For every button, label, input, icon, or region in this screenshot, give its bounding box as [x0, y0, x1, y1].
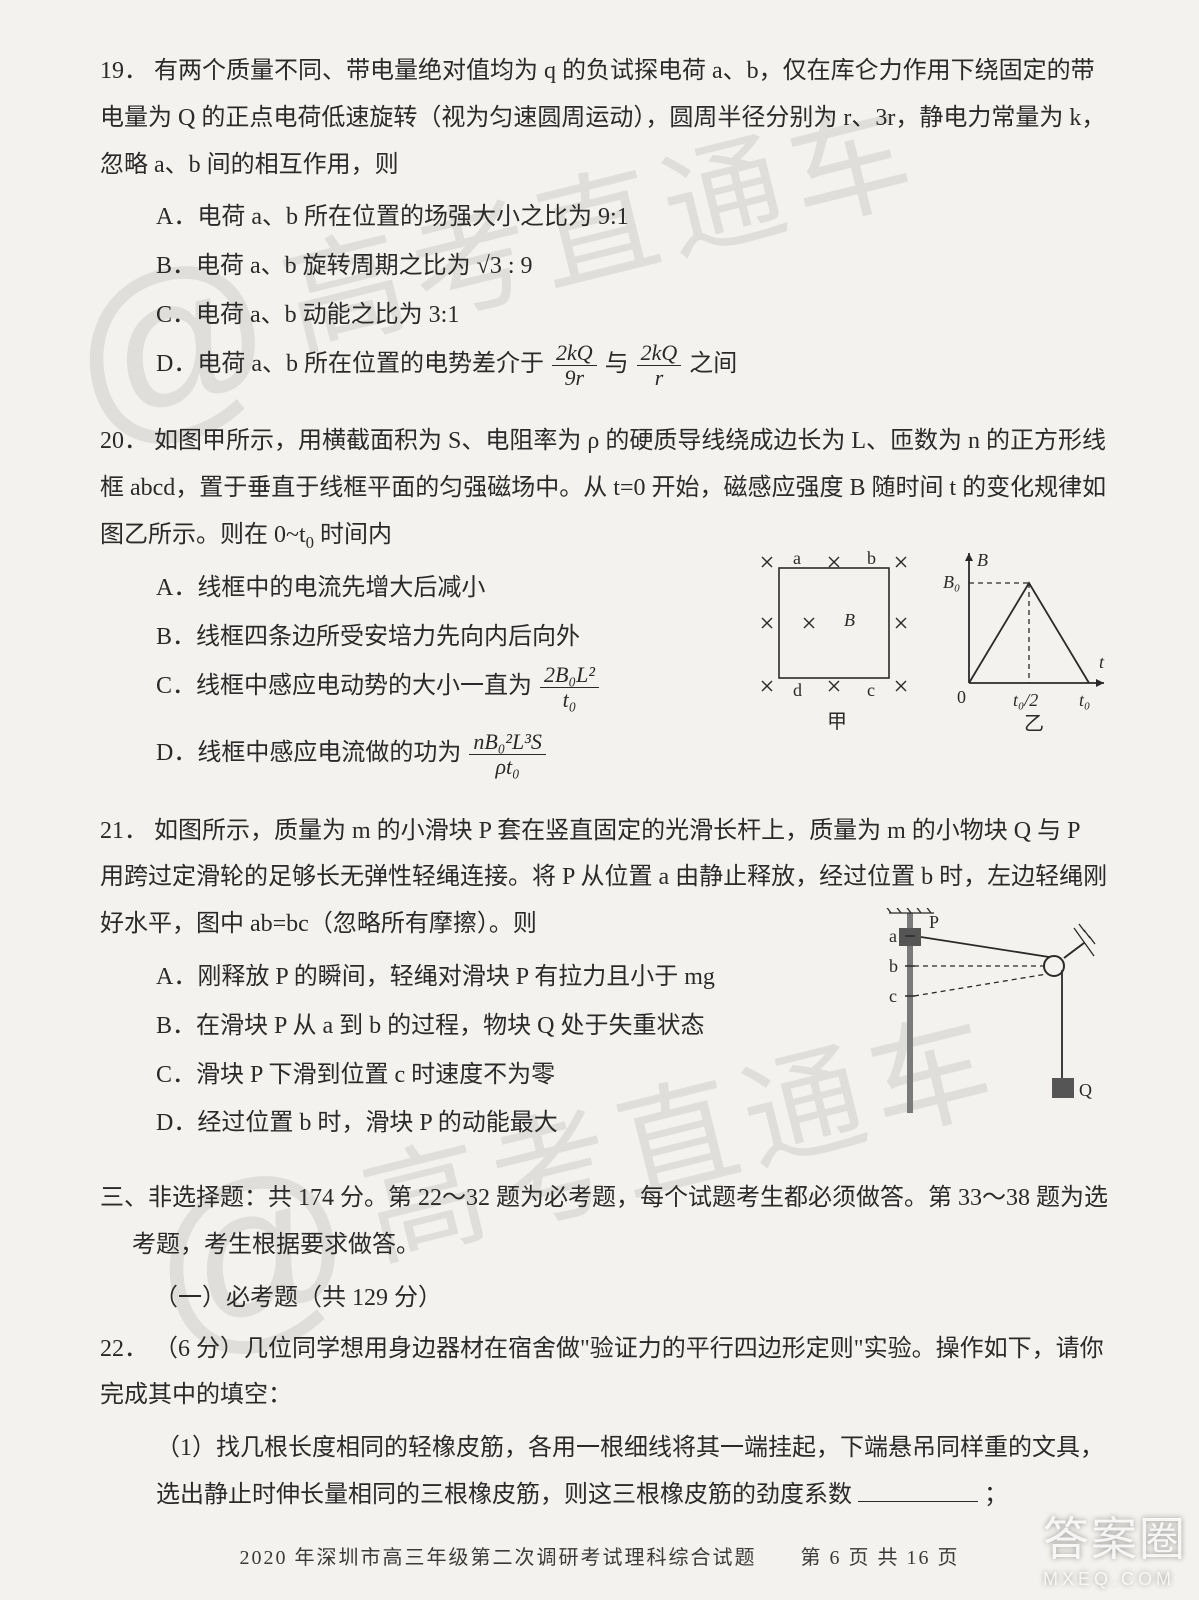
q19-opt-b: B．电荷 a、b 旋转周期之比为 √3 : 9 [156, 243, 1109, 290]
q20-svg: a b c d B 甲 [749, 548, 1109, 738]
q20-d-pre: D．线框中感应电流做的功为 [156, 740, 467, 766]
q21-opt-a: A．刚释放 P 的瞬间，轻绳对滑块 P 有拉力且小于 mg [156, 954, 849, 1001]
frac-num: 2kQ [637, 341, 682, 366]
svg-text:B: B [844, 610, 855, 630]
svg-text:d: d [793, 680, 802, 700]
q19-frac1: 2kQ 9r [552, 341, 597, 390]
svg-text:c: c [889, 986, 897, 1006]
corner-watermark: 答案圈 MXEQ.COM [1043, 1503, 1187, 1590]
frac-num: 2B₀L² [540, 663, 599, 688]
q21-opt-b: B．在滑块 P 从 a 到 b 的过程，物块 Q 处于失重状态 [156, 1003, 849, 1050]
q19-opt-c: C．电荷 a、b 动能之比为 3:1 [156, 292, 1109, 339]
svg-text:b: b [889, 956, 898, 976]
fill-blank[interactable] [858, 1476, 978, 1502]
q19-d-mid: 与 [605, 351, 635, 377]
corner-sub: MXEQ.COM [1043, 1569, 1187, 1590]
question-22: 22． （6 分）几位同学想用身边器材在宿舍做"验证力的平行四边形定则"实验。操… [100, 1326, 1109, 1519]
corner-main: 答案圈 [1043, 1513, 1187, 1565]
q21-opt-c: C．滑块 P 下滑到位置 c 时速度不为零 [156, 1052, 849, 1099]
svg-text:b: b [867, 548, 876, 568]
q21-opt-d: D．经过位置 b 时，滑块 P 的动能最大 [156, 1100, 849, 1147]
svg-text:甲: 甲 [827, 711, 847, 733]
q19-stem: 有两个质量不同、带电量绝对值均为 q 的负试探电荷 a、b，仅在库仑力作用下绕固… [100, 58, 1105, 178]
q20-number: 20． [100, 428, 148, 454]
svg-text:a: a [793, 548, 801, 568]
frac-num: 2kQ [552, 341, 597, 366]
q20-figure: a b c d B 甲 [749, 548, 1109, 755]
q21-number: 21． [100, 818, 148, 844]
frac-den: 9r [552, 366, 597, 390]
q20-stem-sub: 0 [306, 533, 314, 552]
svg-text:Q: Q [1079, 1080, 1092, 1100]
svg-text:t: t [1099, 652, 1105, 672]
svg-text:c: c [867, 680, 875, 700]
q20-stem: 如图甲所示，用横截面积为 S、电阻率为 ρ 的硬质导线绕成边长为 L、匝数为 n… [100, 428, 1106, 548]
q22-p1-post: ； [984, 1482, 1008, 1508]
q22-stem: （6 分）几位同学想用身边器材在宿舍做"验证力的平行四边形定则"实验。操作如下，… [100, 1336, 1104, 1409]
question-19: 19． 有两个质量不同、带电量绝对值均为 q 的负试探电荷 a、b，仅在库仑力作… [100, 48, 1109, 390]
frac-den: r [637, 366, 682, 390]
q20-opt-c: C．线框中感应电动势的大小一直为 2B₀L² t₀ [156, 663, 749, 712]
q21-figure: P a b c [859, 908, 1109, 1145]
frac-den: t₀ [540, 688, 599, 712]
frac-num: nB₀²L³S [469, 730, 546, 755]
svg-text:a: a [889, 926, 897, 946]
section-3-head: 三、非选择题：共 174 分。第 22～32 题为必考题，每个试题考生都必须做答… [100, 1175, 1109, 1269]
q19-opt-a: A．电荷 a、b 所在位置的场强大小之比为 9:1 [156, 194, 1109, 241]
q19-d-pre: D．电荷 a、b 所在位置的电势差介于 [156, 351, 550, 377]
svg-text:t₀: t₀ [1079, 690, 1090, 710]
svg-text:B: B [977, 550, 988, 570]
exam-page: 19． 有两个质量不同、带电量绝对值均为 q 的负试探电荷 a、b，仅在库仑力作… [0, 0, 1199, 1587]
q19-options: A．电荷 a、b 所在位置的场强大小之比为 9:1 B．电荷 a、b 旋转周期之… [100, 194, 1109, 390]
q19-frac2: 2kQ r [637, 341, 682, 390]
svg-text:0: 0 [957, 687, 966, 707]
q19-opt-d: D．电荷 a、b 所在位置的电势差介于 2kQ 9r 与 2kQ r 之间 [156, 341, 1109, 390]
q19-d-post: 之间 [689, 351, 737, 377]
svg-text:B₀: B₀ [943, 572, 960, 592]
q20-opt-d: D．线框中感应电流做的功为 nB₀²L³S ρt₀ [156, 730, 749, 779]
question-21: 21． 如图所示，质量为 m 的小滑块 P 套在竖直固定的光滑长杆上，质量为 m… [100, 808, 1109, 1148]
q20-stem-pre: 如图甲所示，用横截面积为 S、电阻率为 ρ 的硬质导线绕成边长为 L、匝数为 n… [100, 428, 1106, 548]
q20-d-frac: nB₀²L³S ρt₀ [469, 730, 546, 779]
svg-text:t₀/2: t₀/2 [1013, 690, 1038, 710]
q20-c-pre: C．线框中感应电动势的大小一直为 [156, 673, 538, 699]
q20-stem-post: 时间内 [314, 522, 392, 548]
q22-part1: （1）找几根长度相同的轻橡皮筋，各用一根细线将其一端挂起，下端悬吊同样重的文具，… [100, 1425, 1109, 1519]
q20-opt-a: A．线框中的电流先增大后减小 [156, 565, 749, 612]
section-3-sub: （一）必考题（共 129 分） [100, 1275, 1109, 1322]
page-footer: 2020 年深圳市高三年级第二次调研考试理科综合试题 第 6 页 共 16 页 [0, 1541, 1199, 1570]
svg-text:P: P [929, 912, 939, 932]
q22-number: 22． [100, 1336, 148, 1362]
question-20: 20． 如图甲所示，用横截面积为 S、电阻率为 ρ 的硬质导线绕成边长为 L、匝… [100, 418, 1109, 779]
q20-opt-b: B．线框四条边所受安培力先向内后向外 [156, 614, 749, 661]
q20-c-frac: 2B₀L² t₀ [540, 663, 599, 712]
q19-number: 19． [100, 58, 148, 84]
frac-den: ρt₀ [469, 755, 546, 779]
svg-text:乙: 乙 [1024, 713, 1044, 735]
q21-svg: P a b c [859, 908, 1109, 1128]
